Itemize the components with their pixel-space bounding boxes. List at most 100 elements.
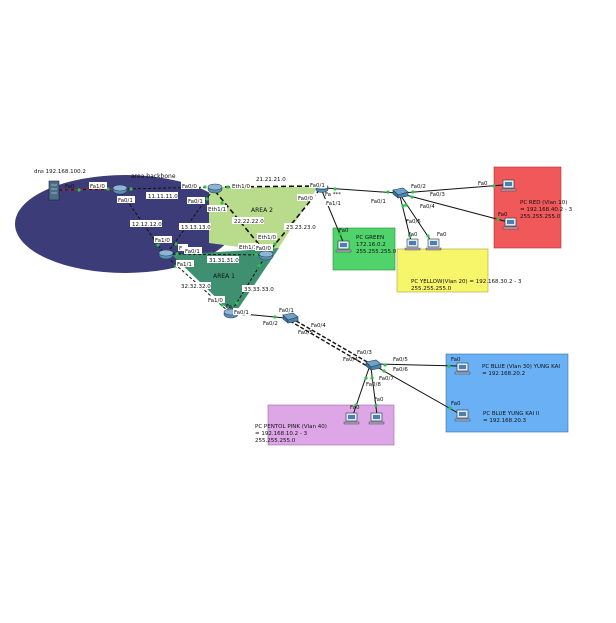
r1-fa01-port-label: Fa0/1 <box>118 198 133 204</box>
sw2-fa01-port-label: Fa0/1 <box>279 308 294 314</box>
pc-yellow-2[interactable] <box>425 238 442 251</box>
router-r3[interactable] <box>158 249 174 260</box>
link-sw2-sw3-a <box>290 317 370 364</box>
pc-pink1-fa0-label: Fa0 <box>350 405 360 411</box>
pc-blue2-name: PC BLUE YUNG KAI II <box>483 411 539 417</box>
area-backbone-label: area backbone <box>131 173 176 180</box>
area1-label: AREA 1 <box>213 273 235 280</box>
r3-fa10-port-label: Fa1/0 <box>155 238 170 244</box>
pc-green-name: PC GREEN <box>356 235 384 241</box>
r3-e-port-label: F <box>179 246 182 252</box>
area2-label: AREA 2 <box>251 207 273 214</box>
dns-server[interactable] <box>48 180 60 201</box>
r2-fa00-port-label: Fa0/0 <box>182 184 197 190</box>
r5-fa11-port-label: Fa1/1 <box>326 201 341 207</box>
r2-eth11-port-label: Eth1/1 <box>208 207 226 213</box>
sw2-fa05-port-label: Fa0/5 <box>298 330 313 336</box>
sw3-fa05-port-label: Fa0/5 <box>393 357 408 363</box>
pc-red-2[interactable] <box>502 217 519 230</box>
pc-pink-1[interactable] <box>343 412 360 425</box>
network-31-label: 31.31.31.0 <box>209 258 239 264</box>
pc-red-mask: 255.255.255.0 <box>520 214 561 220</box>
link-sw3-pc-blue1 <box>374 363 459 367</box>
pc-red-ip: = 192.168.40.2 - 3 <box>520 207 573 213</box>
sw2-fa04-port-label: Fa0/4 <box>311 323 326 329</box>
r5-frag-port-label: Fa *** <box>325 192 341 198</box>
pc-green-fa0-label: Fa0 <box>339 228 349 234</box>
pc-green-mask: 255.255.255.0 <box>356 249 397 255</box>
sw3-fa03-port-label: Fa0/3 <box>357 350 372 356</box>
sw1-fa01-port-label: Fa0/1 <box>371 199 386 205</box>
switch-sw2[interactable] <box>282 312 299 324</box>
sw1-fa05-port-label: Fa0/5 <box>406 219 421 225</box>
r2-fa01-port-label: Fa0/1 <box>188 199 203 205</box>
r7-fa01-port-label: Fa0/1 <box>234 310 249 316</box>
network-32-label: 32.32.32.0 <box>181 284 211 290</box>
link-sw3-pc-pink1 <box>352 367 370 416</box>
sw3-fa06-port-label: Fa0/6 <box>393 367 408 373</box>
area1-region <box>172 248 279 315</box>
r5-fa01-port-label: Fa0/1 <box>310 183 325 189</box>
pc-blue1-ip: = 192.168.20.2 <box>482 371 525 377</box>
switch-sw3[interactable] <box>365 359 382 371</box>
sw3-fa08-port-label: Fa0/8 <box>366 382 381 388</box>
r6-eth11-port-label: Eth1/1 <box>239 245 257 251</box>
router-r6[interactable] <box>258 250 274 261</box>
sw3-fa04-port-label: Fa0/4 <box>343 357 358 363</box>
pc-pink-box <box>267 404 395 446</box>
sw1-fa03-port-label: Fa0/3 <box>430 192 445 198</box>
network-33-label: 33.33.33.0 <box>244 287 274 293</box>
r3-fa01-port-label: Fa0/1 <box>185 249 200 255</box>
network-21-label: 21.21.21.0 <box>256 177 286 183</box>
link-r5-sw1 <box>324 187 398 194</box>
r6-eth10-port-label: Eth1/0 <box>258 235 276 241</box>
pc-yellow-1[interactable] <box>404 238 421 251</box>
network-22-label: 22.22.22.0 <box>234 219 264 225</box>
pc-yellow-mask: 255.255.255.0 <box>411 286 452 292</box>
network-13-label: 13.13.13.0 <box>181 225 211 231</box>
router-r2[interactable] <box>207 183 223 194</box>
sw2-fa02-port-label: Fa0/2 <box>263 321 278 327</box>
switch-sw1[interactable] <box>392 187 409 199</box>
pc-blue2-ip: = 192.168.20.3 <box>483 418 527 424</box>
dns-server-label: dns 192.168.100.2 <box>34 169 86 175</box>
sw3-fa07-port-label: Fa0/7 <box>379 376 394 382</box>
pc-pink-ip: = 192.168.10.2 - 3 <box>255 431 308 437</box>
link-r3-r6 <box>167 253 265 256</box>
pc-yellow1-fa0-label: Fa0 <box>408 232 418 238</box>
server-port-label: Fa0 <box>65 184 75 190</box>
pc-green-ip: 172.16.0.2 <box>356 242 386 248</box>
r7-frag-port-label: Fa <box>226 304 232 310</box>
pc-red2-fa0-label: Fa0 <box>498 212 508 218</box>
pc-green[interactable] <box>335 240 352 253</box>
r1-fa10-port-label: Fa1/0 <box>90 184 105 190</box>
r2-eth10-port-label: Eth1/0 <box>232 184 250 190</box>
pc-pink-2[interactable] <box>368 412 385 425</box>
network-23-label: 23.23.23.0 <box>286 225 316 231</box>
r6-fa-port-label: Fa0/0 <box>256 246 271 252</box>
link-sw2-sw3-b <box>289 320 368 367</box>
sw1-fa04-port-label: Fa0/4 <box>420 204 435 210</box>
pc-yellow-box <box>396 248 489 293</box>
pc-blue1-fa0-label: Fa0 <box>451 357 461 363</box>
pc-blue1-name: PC BLUE (Vlan 30) YUNG KAI <box>482 364 560 370</box>
pc-red-1[interactable] <box>500 179 517 192</box>
link-sw3-pc-pink2 <box>370 367 378 416</box>
pc-blue-1[interactable] <box>454 362 471 375</box>
link-sw1-pc-red1 <box>401 184 504 194</box>
router-r1[interactable] <box>112 184 128 195</box>
network-12-label: 12.12.12.0 <box>132 222 162 228</box>
r7-fa10-port-label: Fa1/0 <box>208 298 223 304</box>
pc-pink-mask: 255.255.255.0 <box>255 438 296 444</box>
sw1-fa02-port-label: Fa0/2 <box>411 184 426 190</box>
r3-fa11-port-label: Fa1/1 <box>177 262 192 268</box>
pc-blue-2[interactable] <box>454 409 471 422</box>
pc-red1-fa0-label: Fa0 <box>478 181 488 187</box>
pc-red-name: PC RED (Vlan 10) <box>520 200 567 206</box>
pc-pink-name: PC PENTOL PINK (Vlan 40) <box>255 424 327 430</box>
network-11-label: 11.11.11.0 <box>148 194 178 200</box>
pc-yellow2-fa0-label: Fa0 <box>437 232 447 238</box>
link-r2-r3 <box>167 189 214 253</box>
